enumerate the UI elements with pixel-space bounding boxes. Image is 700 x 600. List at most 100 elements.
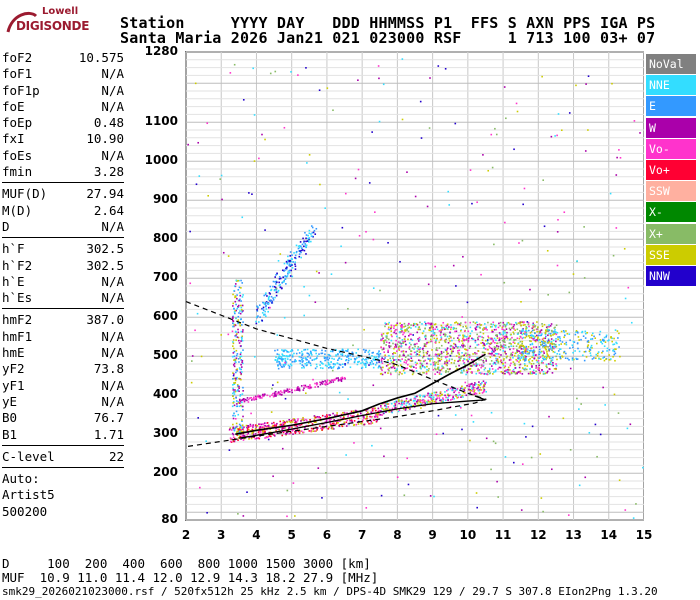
data-point <box>357 413 359 416</box>
data-point <box>284 359 287 362</box>
data-point <box>432 368 435 371</box>
data-point <box>415 400 418 403</box>
data-point <box>318 272 320 274</box>
data-point <box>285 355 287 357</box>
data-point <box>487 371 490 373</box>
data-point <box>338 391 341 394</box>
data-point <box>429 77 431 79</box>
data-point <box>278 281 280 284</box>
data-point <box>498 366 501 369</box>
data-point <box>380 346 383 349</box>
data-point <box>297 430 300 433</box>
data-point <box>407 354 409 357</box>
data-point <box>408 345 411 348</box>
data-point <box>274 391 277 393</box>
data-point <box>589 338 592 340</box>
data-point <box>313 358 316 361</box>
data-point <box>251 193 253 195</box>
data-point <box>369 362 372 364</box>
data-point <box>517 342 520 344</box>
data-point <box>241 393 244 395</box>
data-point <box>559 337 561 340</box>
data-point <box>433 333 436 335</box>
data-point <box>247 426 250 429</box>
data-point <box>576 397 578 400</box>
data-point <box>532 338 535 341</box>
data-point <box>467 330 470 333</box>
data-point <box>281 424 283 427</box>
data-point <box>251 432 253 435</box>
data-point <box>278 284 281 287</box>
data-point <box>509 354 512 356</box>
data-point <box>553 327 556 329</box>
param-value: 387.0 <box>86 312 124 328</box>
data-point <box>591 338 594 340</box>
y-tick-label: 1100 <box>144 114 178 129</box>
data-point <box>635 503 637 505</box>
data-point <box>453 391 455 394</box>
data-point <box>580 403 582 405</box>
data-point <box>256 310 259 312</box>
data-point <box>478 389 480 392</box>
data-point <box>264 310 266 313</box>
data-point <box>512 361 515 363</box>
data-point <box>283 355 286 357</box>
data-point <box>614 348 617 351</box>
data-point <box>537 362 540 365</box>
data-point <box>532 346 535 348</box>
data-point <box>633 120 636 122</box>
data-point <box>535 346 538 348</box>
data-point <box>446 368 449 370</box>
data-point <box>473 389 476 391</box>
data-point <box>458 353 461 356</box>
data-point <box>295 352 298 355</box>
param-value: 22 <box>108 448 124 464</box>
data-point <box>548 349 551 351</box>
data-point <box>396 322 399 325</box>
data-point <box>455 321 458 323</box>
data-point <box>189 230 191 233</box>
data-point <box>400 328 403 330</box>
data-point <box>284 275 287 277</box>
data-point <box>274 394 276 397</box>
data-point <box>388 345 390 347</box>
data-point <box>374 211 376 213</box>
param-row-b1: B1 1.71 <box>2 427 124 443</box>
param-value: N/A <box>101 273 124 289</box>
data-point <box>393 401 396 403</box>
data-point <box>440 369 443 371</box>
data-point <box>614 359 616 362</box>
data-point <box>290 419 293 422</box>
data-point <box>345 425 348 427</box>
data-point <box>494 352 497 355</box>
data-point <box>448 335 451 337</box>
data-point <box>306 348 309 351</box>
data-point <box>240 351 242 354</box>
data-point <box>584 350 587 353</box>
data-point <box>536 337 539 340</box>
data-point <box>235 303 237 306</box>
data-point <box>491 329 493 332</box>
data-point <box>494 355 496 357</box>
data-point <box>434 363 436 365</box>
data-point <box>321 367 324 370</box>
data-point <box>302 357 304 359</box>
data-point <box>411 373 414 376</box>
data-point <box>324 353 326 356</box>
data-point <box>554 351 556 354</box>
data-point <box>480 273 482 276</box>
data-point <box>475 372 478 375</box>
data-point <box>378 365 381 367</box>
data-point <box>561 341 564 343</box>
data-point <box>465 349 467 351</box>
data-point <box>491 368 494 370</box>
data-point <box>305 364 308 367</box>
data-point <box>306 162 308 164</box>
data-point <box>380 366 382 369</box>
data-point <box>551 359 554 361</box>
data-point <box>582 335 585 337</box>
data-point <box>627 286 630 289</box>
data-point <box>281 360 284 362</box>
data-point <box>453 397 455 400</box>
data-point <box>324 380 326 382</box>
